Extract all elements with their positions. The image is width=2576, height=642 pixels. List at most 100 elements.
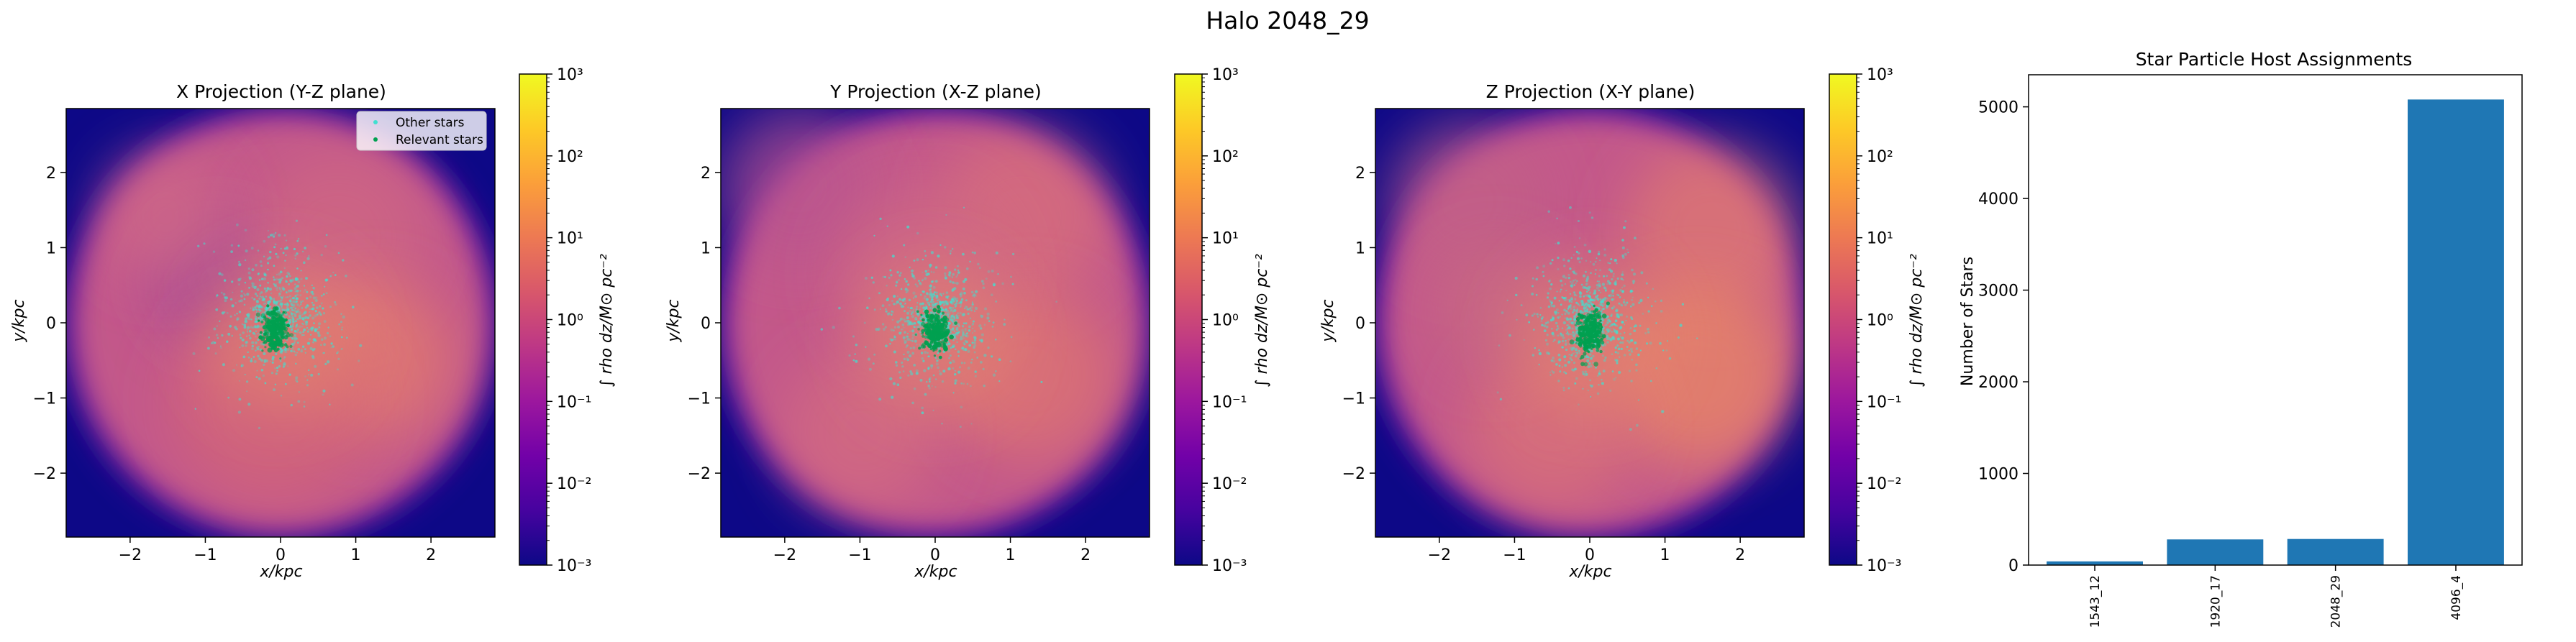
other-star (1612, 275, 1615, 278)
other-star (289, 289, 293, 293)
other-star (284, 382, 287, 385)
other-star (359, 344, 363, 347)
colorbar-tick-label: 10⁻¹ (1212, 393, 1247, 411)
other-star (1598, 285, 1601, 288)
other-star (266, 301, 269, 303)
other-star (1599, 269, 1601, 271)
other-star (255, 341, 258, 344)
other-star (950, 298, 954, 301)
relevant-star (272, 306, 278, 311)
other-star (217, 337, 219, 339)
other-star (947, 303, 949, 306)
other-star (278, 293, 281, 295)
relevant-star (937, 305, 940, 309)
other-star (942, 308, 945, 311)
relevant-star (255, 312, 260, 317)
other-star (903, 339, 906, 341)
x-tick-label: −1 (194, 546, 217, 564)
relevant-star (260, 313, 266, 318)
other-star (952, 316, 956, 318)
other-star (299, 331, 302, 334)
other-star (934, 357, 937, 359)
other-star (909, 323, 911, 325)
other-star (952, 300, 954, 302)
relevant-star (934, 335, 937, 339)
other-star (1573, 279, 1575, 282)
other-star (332, 345, 335, 348)
other-star (906, 290, 909, 293)
other-star (238, 283, 240, 286)
other-star (1532, 277, 1534, 280)
other-star (1621, 336, 1624, 340)
other-star (284, 349, 288, 354)
other-star (1549, 279, 1551, 281)
other-star (1626, 339, 1629, 342)
other-star (901, 324, 904, 326)
other-star (1587, 311, 1589, 313)
other-star (236, 317, 240, 321)
other-star (906, 357, 908, 359)
other-star (980, 361, 983, 364)
other-star (277, 278, 280, 281)
other-star (1577, 357, 1580, 360)
other-star (873, 234, 875, 237)
other-star (895, 303, 897, 305)
other-star (1540, 320, 1543, 322)
other-star (216, 294, 219, 297)
other-star (906, 332, 909, 335)
other-star (893, 336, 896, 339)
other-star (918, 280, 920, 282)
other-star (959, 426, 962, 428)
y-tick-label: 1 (46, 239, 56, 257)
other-star (888, 277, 891, 279)
other-star (925, 298, 929, 301)
other-star (1613, 327, 1614, 329)
other-star (263, 311, 267, 314)
other-star (292, 304, 296, 308)
relevant-star (920, 344, 925, 349)
other-star (1616, 344, 1619, 347)
y-tick-label: 2 (701, 165, 711, 183)
other-star (238, 263, 242, 267)
other-star (1571, 337, 1574, 340)
other-star (921, 258, 924, 261)
other-star (951, 345, 955, 349)
other-star (1616, 277, 1619, 280)
relevant-star (934, 331, 937, 334)
other-star (1585, 310, 1589, 313)
other-star (881, 323, 885, 326)
other-star (266, 287, 270, 290)
other-star (314, 364, 317, 368)
other-star (960, 299, 963, 303)
other-star (265, 289, 268, 292)
other-star (1627, 252, 1629, 254)
gas-density-patch (1626, 144, 1798, 316)
other-star (881, 304, 885, 307)
other-star (951, 298, 955, 301)
other-star (260, 265, 263, 267)
other-star (911, 352, 915, 355)
other-star (232, 369, 236, 372)
other-star (263, 344, 265, 347)
other-star (1668, 357, 1672, 360)
other-star (952, 327, 955, 330)
other-star (1565, 348, 1568, 352)
other-star (952, 392, 955, 394)
other-star (953, 317, 956, 320)
other-star (907, 306, 909, 308)
other-star (973, 251, 976, 254)
other-star (325, 292, 328, 295)
other-star (293, 313, 296, 315)
x-tick-label: 2 (1080, 546, 1091, 564)
other-star (275, 286, 279, 290)
other-star (301, 316, 305, 320)
other-star (919, 306, 921, 308)
other-star (294, 295, 297, 298)
relevant-star (289, 333, 294, 337)
other-star (1587, 389, 1590, 392)
other-star (963, 291, 966, 295)
y-tick-label: 2000 (1978, 374, 2019, 392)
other-star (246, 331, 249, 333)
other-star (962, 280, 966, 283)
other-star (891, 318, 894, 321)
